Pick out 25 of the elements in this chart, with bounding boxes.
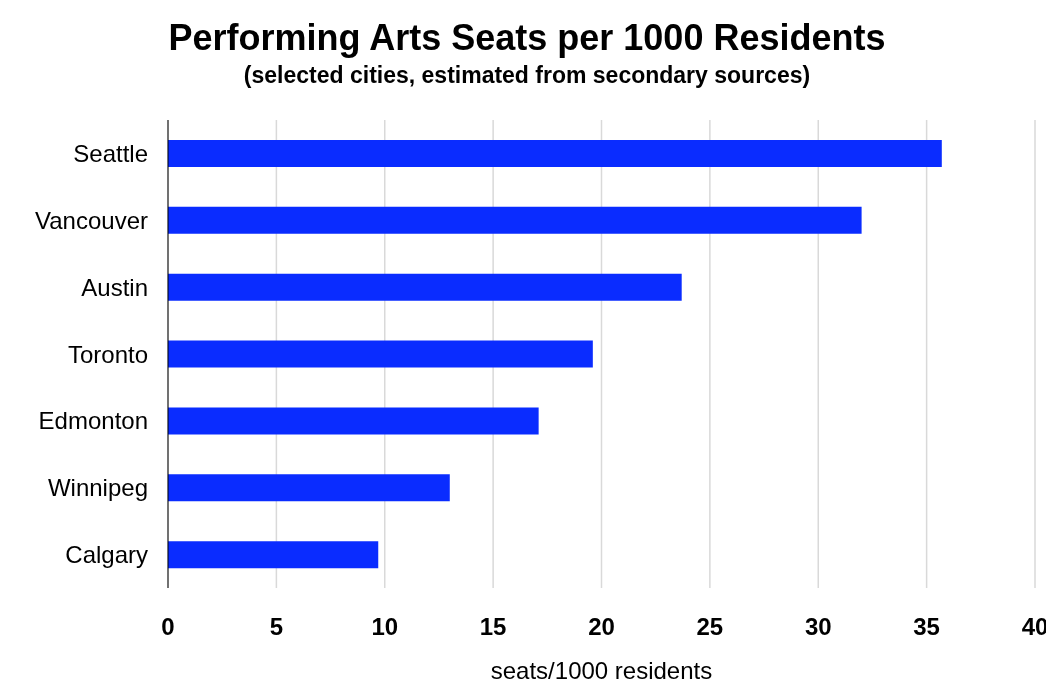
bar <box>168 340 593 368</box>
x-tick-label: 35 <box>913 613 940 641</box>
x-tick-label: 25 <box>696 613 724 641</box>
x-tick-label: 5 <box>269 613 284 641</box>
x-axis-title: seats/1000 residents <box>490 657 713 684</box>
chart-title: Performing Arts Seats per 1000 Residents <box>167 16 887 60</box>
bar <box>168 541 379 569</box>
y-tick-label: Edmonton <box>38 407 148 435</box>
x-tick-label: 10 <box>371 613 399 641</box>
y-tick-label: Vancouver <box>35 206 148 234</box>
bar <box>168 407 539 435</box>
x-tick-label: 20 <box>588 613 615 641</box>
bar <box>168 474 450 502</box>
y-tick-label: Austin <box>81 273 148 301</box>
x-tick-label: 15 <box>479 613 507 641</box>
chart-subtitle: (selected cities, estimated from secondary sources) <box>242 61 812 90</box>
y-tick-label: Calgary <box>65 541 148 569</box>
y-tick-label: Toronto <box>67 340 148 368</box>
bar <box>168 273 682 301</box>
x-tick-label: 0 <box>161 613 175 641</box>
y-tick-label: Winnipeg <box>47 474 148 502</box>
bar <box>168 206 862 234</box>
y-tick-label: Seattle <box>73 139 148 167</box>
bar <box>168 140 942 167</box>
x-tick-label: 30 <box>804 613 832 641</box>
